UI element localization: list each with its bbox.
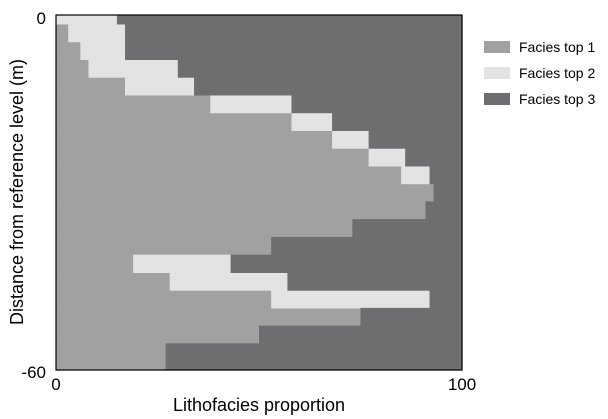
legend-label-facies-top-2: Facies top 2 (519, 65, 595, 81)
facies-top-3-band (271, 236, 463, 256)
facies-top-1-band (56, 59, 90, 78)
facies-top-1-band (56, 148, 370, 167)
facies-top-3-band (165, 361, 463, 371)
plot-area (56, 15, 463, 371)
facies-top-2-band (56, 15, 118, 25)
facies-top-3-band (177, 59, 463, 78)
facies-top-1-band (56, 254, 134, 273)
facies-top-3-band (125, 23, 463, 43)
x-axis-title: Lithofacies proportion (173, 395, 345, 415)
facies-top-2-band (133, 254, 232, 273)
facies-top-3-band (194, 77, 463, 96)
facies-top-3-band (360, 307, 463, 327)
facies-top-1-band (56, 94, 211, 114)
facies-top-1-band (56, 77, 126, 96)
facies-top-1-band (56, 23, 69, 43)
facies-top-2-band (80, 41, 126, 60)
facies-top-3-band (230, 254, 463, 273)
facies-top-1-band (56, 201, 427, 220)
facies-top-2-band (332, 130, 370, 149)
facies-top-2-band (68, 23, 126, 43)
facies-top-1-band (56, 183, 435, 202)
facies-top-2-band (271, 290, 431, 309)
facies-top-2-band (368, 148, 406, 167)
facies-top-2-band (291, 112, 333, 131)
facies-top-3-band (259, 325, 463, 344)
facies-top-1-band (56, 290, 272, 309)
legend-label-facies-top-3: Facies top 3 (519, 91, 595, 107)
x-tick-label-right: 100 (448, 375, 476, 394)
x-tick-label-left: 0 (51, 375, 60, 394)
facies-top-3-band (332, 112, 463, 131)
y-tick-label-top: 0 (37, 9, 46, 28)
legend-label-facies-top-1: Facies top 1 (519, 39, 595, 55)
legend-swatch-facies-top-3 (484, 93, 510, 105)
legend-swatch-facies-top-2 (484, 67, 510, 79)
y-tick-label-bottom: -60 (21, 363, 46, 382)
facies-top-2-band (401, 165, 431, 185)
facies-top-3-band (352, 219, 463, 238)
facies-top-3-band (405, 148, 463, 167)
facies-top-3-band (116, 15, 463, 25)
facies-top-3-band (291, 94, 463, 114)
facies-top-3-band (287, 272, 463, 291)
facies-top-2-band (125, 77, 195, 96)
facies-top-1-band (56, 112, 293, 131)
facies-top-2-band (169, 272, 289, 291)
facies-top-1-band (56, 343, 167, 362)
facies-top-1-band (56, 361, 167, 371)
facies-top-1-band (56, 272, 171, 291)
facies-top-3-band (368, 130, 463, 149)
legend-swatch-facies-top-1 (484, 41, 510, 53)
facies-top-1-band (56, 130, 333, 149)
facies-top-3-band (165, 343, 463, 362)
facies-top-1-band (56, 325, 260, 344)
facies-top-3-band (125, 41, 463, 60)
facies-top-1-band (56, 165, 402, 185)
facies-top-3-band (433, 183, 463, 202)
facies-top-3-band (429, 290, 463, 309)
facies-top-1-band (56, 41, 81, 60)
facies-top-3-band (429, 165, 463, 185)
y-axis-title: Distance from reference level (m) (7, 59, 27, 325)
facies-top-1-band (56, 236, 272, 256)
facies-top-1-band (56, 219, 353, 238)
facies-top-2-band (210, 94, 293, 114)
plot-frame (55, 14, 463, 371)
legend: Facies top 1 Facies top 2 Facies top 3 (484, 39, 595, 107)
facies-top-3-band (425, 201, 463, 220)
facies-top-1-band (56, 307, 362, 327)
facies-top-2-band (88, 59, 179, 78)
